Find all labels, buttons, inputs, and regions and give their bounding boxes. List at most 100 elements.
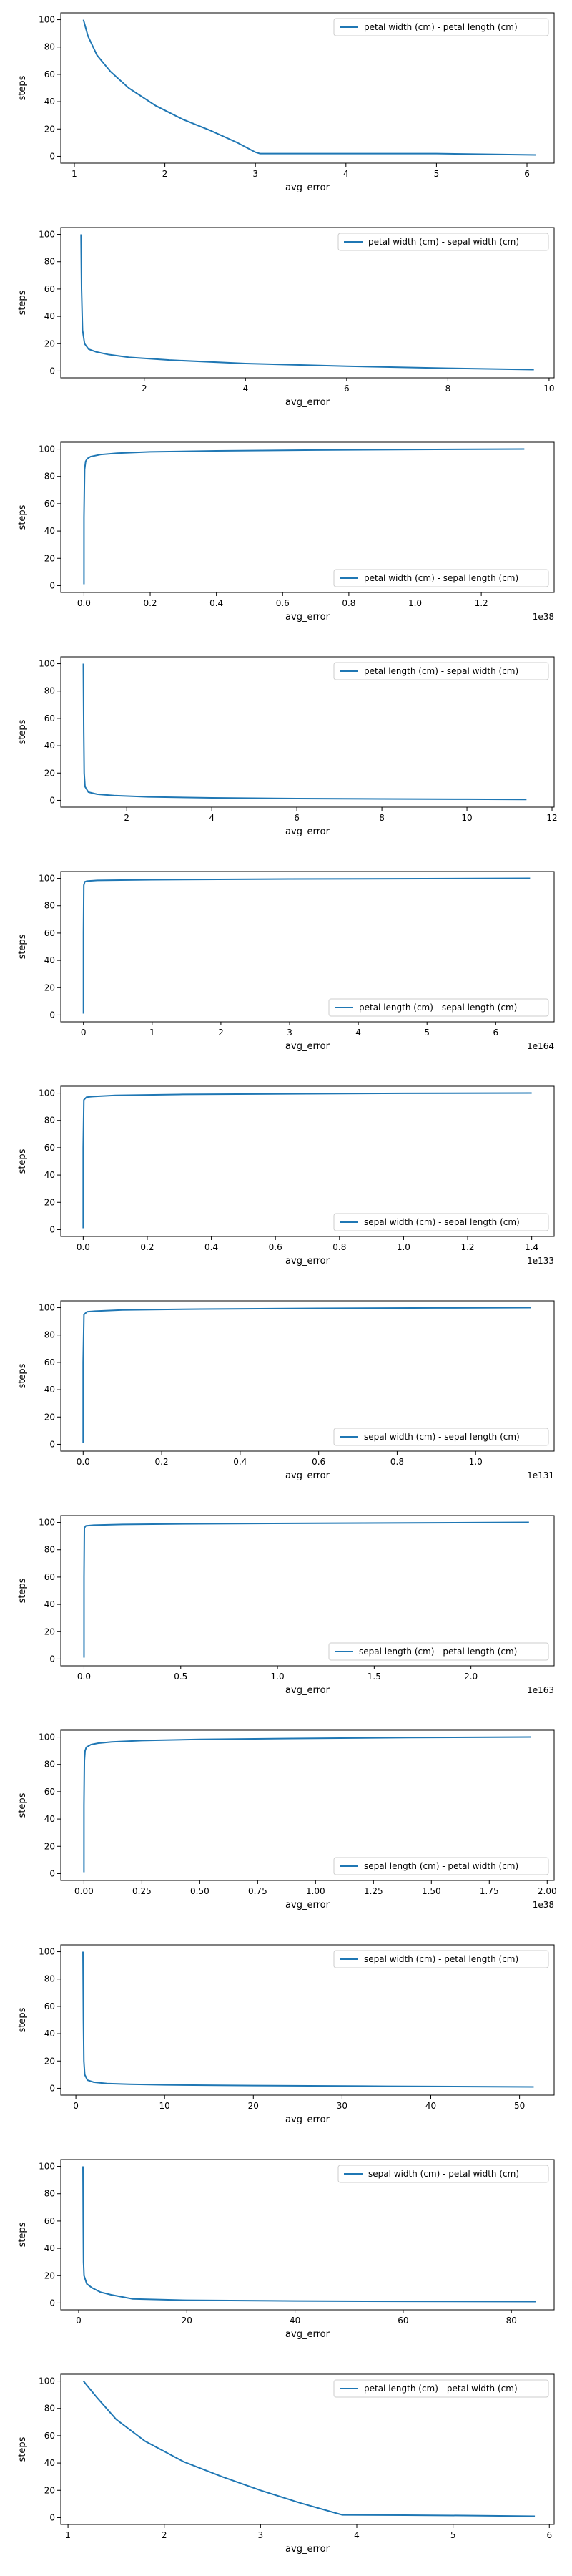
y-axis-label: steps (17, 290, 28, 315)
y-axis-label: steps (17, 1792, 28, 1818)
axes-frame (60, 871, 555, 1023)
x-tick-label: 1 (149, 1028, 155, 1038)
y-tick-label: 100 (39, 15, 55, 25)
y-tick-label: 20 (44, 1841, 55, 1851)
x-tick-label: 1.5 (368, 1672, 381, 1682)
legend-label: petal length (cm) - sepal width (cm) (364, 666, 518, 676)
y-tick-label: 80 (44, 257, 55, 267)
x-tick-label: 5 (450, 2530, 456, 2540)
x-axis-label: avg_error (285, 826, 330, 837)
x-tick-label: 1.25 (364, 1886, 383, 1896)
y-axis-label: steps (17, 934, 28, 959)
x-tick-label: 2.00 (538, 1886, 557, 1896)
axes-frame (60, 2159, 555, 2311)
x-tick-label: 3 (258, 2530, 264, 2540)
x-tick-label: 8 (379, 813, 385, 823)
y-axis-label: steps (17, 719, 28, 744)
chart-panel-2: 2 4 6 8 10 0 20 40 60 80 100 avg_error steps petal wi… (0, 215, 572, 429)
legend: sepal length (cm) - petal length (cm) (328, 1642, 549, 1661)
chart-panel-12: 1 2 3 4 5 6 0 20 40 60 80 100 avg_error steps petal le… (0, 2361, 572, 2576)
x-tick-label: 20 (248, 2101, 259, 2111)
x-tick-label: 2 (142, 384, 147, 394)
axes-frame (60, 1085, 555, 1237)
y-tick-label: 60 (44, 284, 55, 294)
x-tick-label: 2 (218, 1028, 224, 1038)
series-line (82, 1951, 534, 2088)
chart-panel-6: 0.0 0.2 0.4 0.6 0.8 1.0 1.2 1.4 0 20 40 60 80 100 avg_… (0, 1073, 572, 1288)
y-tick-label: 100 (39, 1303, 55, 1313)
x-axis-offset-label: 1e133 (527, 1256, 554, 1266)
y-tick-label: 100 (39, 1088, 55, 1098)
legend: sepal width (cm) - sepal length (cm) (333, 1213, 549, 1231)
x-tick-label: 5 (424, 1028, 430, 1038)
y-tick-label: 80 (44, 1760, 55, 1770)
x-tick-label: 1.50 (422, 1886, 441, 1896)
x-tick-label: 4 (242, 384, 248, 394)
x-tick-label: 0.4 (233, 1457, 247, 1467)
series-line (82, 877, 531, 1014)
y-tick-label: 100 (39, 444, 55, 454)
y-tick-label: 60 (44, 1572, 55, 1582)
y-tick-label: 80 (44, 2189, 55, 2199)
axes-frame (60, 656, 555, 808)
y-tick-label: 20 (44, 1626, 55, 1636)
legend-box (333, 1428, 549, 1446)
y-tick-label: 40 (44, 2243, 55, 2253)
y-tick-label: 40 (44, 1170, 55, 1180)
series-line (82, 1092, 532, 1229)
x-tick-label: 1.0 (408, 598, 422, 608)
x-tick-label: 6 (546, 2530, 552, 2540)
x-tick-label: 1.2 (475, 598, 488, 608)
chart-panel-11: 0 20 40 60 80 0 20 40 60 80 100 avg_error steps sepal… (0, 2147, 572, 2361)
x-axis-offset-label: 1e131 (527, 1470, 554, 1480)
x-tick-label: 4 (209, 813, 214, 823)
x-axis-label: avg_error (285, 1685, 330, 1696)
chart-panel-8: 0.0 0.5 1.0 1.5 2.0 0 20 40 60 80 100 avg_error step… (0, 1503, 572, 1717)
y-tick-label: 20 (44, 1197, 55, 1207)
y-tick-label: 0 (49, 580, 55, 590)
y-tick-label: 40 (44, 526, 55, 536)
legend-label: sepal length (cm) - petal length (cm) (359, 1646, 517, 1657)
y-tick-label: 0 (49, 151, 55, 161)
x-tick-label: 1.0 (397, 1242, 410, 1252)
x-axis-label: avg_error (285, 1470, 330, 1481)
x-tick-label: 0 (73, 2101, 79, 2111)
legend-box (333, 1213, 549, 1231)
y-tick-label: 60 (44, 499, 55, 509)
axes-frame (60, 1300, 555, 1452)
legend-label: sepal width (cm) - sepal length (cm) (364, 1217, 520, 1227)
y-tick-label: 80 (44, 1974, 55, 1984)
x-axis-offset-label: 1e164 (527, 1041, 554, 1051)
chart-svg-5: 0 1 2 3 4 5 6020406080100avg_errorsteps1e164pe… (17, 871, 555, 1052)
y-tick-label: 20 (44, 768, 55, 778)
y-tick-label: 60 (44, 2216, 55, 2226)
chart-svg-6: 0.0 0.2 0.4 0.6 0.8 1.0 1.2 1.4 0 20 40 60 80 100 avg_… (17, 1085, 555, 1267)
y-axis-label: steps (17, 1578, 28, 1603)
chart-svg-8: 0.0 0.5 1.0 1.5 2.0 0 20 40 60 80 100 avg_error step… (17, 1515, 555, 1696)
x-axis-label: avg_error (285, 1256, 330, 1267)
x-axis-label: avg_error (285, 1041, 330, 1052)
axes-frame (60, 1729, 555, 1881)
x-tick-label: 10 (543, 384, 554, 394)
series-line (82, 663, 527, 801)
x-tick-label: 0 (76, 2316, 82, 2326)
x-axis-offset-label: 1e38 (533, 1900, 554, 1910)
y-tick-label: 0 (49, 2512, 55, 2522)
legend-label: petal width (cm) - petal length (cm) (364, 22, 518, 32)
y-tick-label: 60 (44, 1357, 55, 1367)
legend: petal width (cm) - petal length (cm) (333, 18, 549, 36)
y-tick-label: 80 (44, 1116, 55, 1126)
y-tick-label: 80 (44, 1545, 55, 1555)
legend: petal length (cm) - sepal width (cm) (333, 662, 549, 680)
legend-box (333, 662, 549, 680)
x-tick-label: 1.4 (525, 1242, 538, 1252)
y-tick-label: 0 (49, 1439, 55, 1449)
y-tick-label: 80 (44, 686, 55, 696)
legend: petal length (cm) - petal width (cm) (333, 2379, 549, 2398)
x-tick-label: 60 (398, 2316, 408, 2326)
x-tick-label: 6 (294, 813, 300, 823)
y-tick-label: 0 (49, 1654, 55, 1664)
legend: sepal width (cm) - sepal length (cm) (333, 1428, 549, 1446)
x-tick-label: 0.4 (209, 598, 223, 608)
x-tick-label: 0.8 (390, 1457, 404, 1467)
